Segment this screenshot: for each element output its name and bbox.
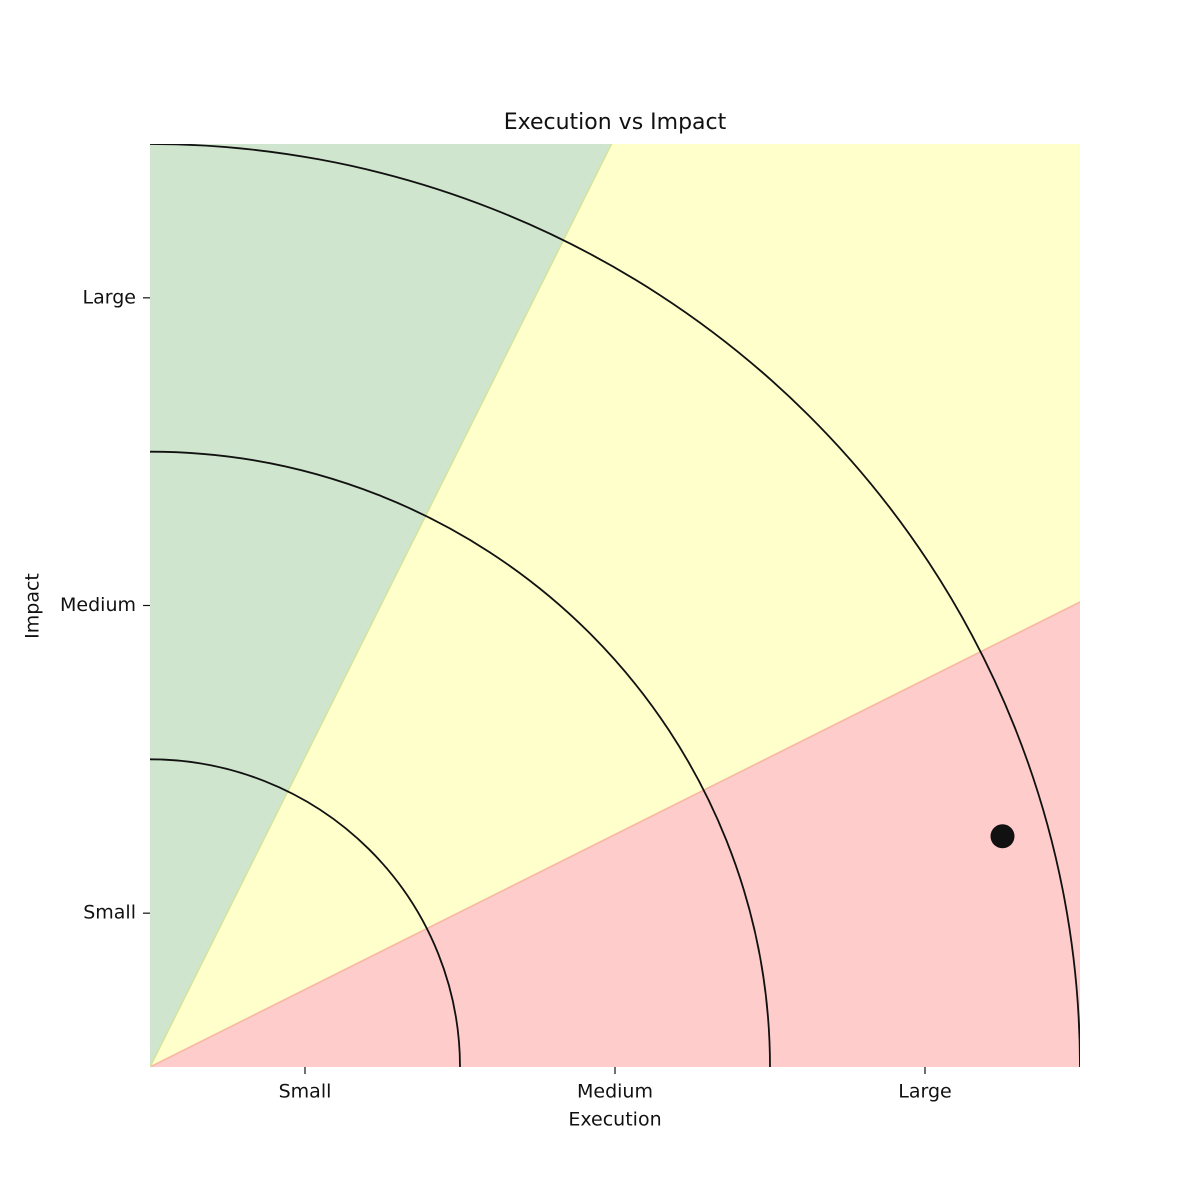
point — [990, 824, 1015, 849]
y-axis-label: Impact — [22, 573, 44, 639]
x-tick-label: Large — [898, 1081, 951, 1103]
y-tick-label: Large — [83, 286, 136, 308]
x-axis-label: Execution — [568, 1109, 661, 1131]
zone-boundary — [150, 144, 613, 1067]
arc — [150, 758, 461, 1067]
zone — [150, 144, 1080, 1067]
x-tick-label: Medium — [577, 1081, 653, 1103]
arc — [150, 450, 771, 1067]
x-tick-label: Small — [279, 1081, 332, 1103]
chart-title: Execution vs Impact — [504, 110, 727, 135]
plot-area — [150, 144, 1080, 1067]
y-tick-label: Medium — [60, 594, 136, 616]
arc — [150, 144, 1080, 1067]
y-tick-label: Small — [83, 902, 136, 924]
zone-boundary — [150, 601, 1080, 1067]
